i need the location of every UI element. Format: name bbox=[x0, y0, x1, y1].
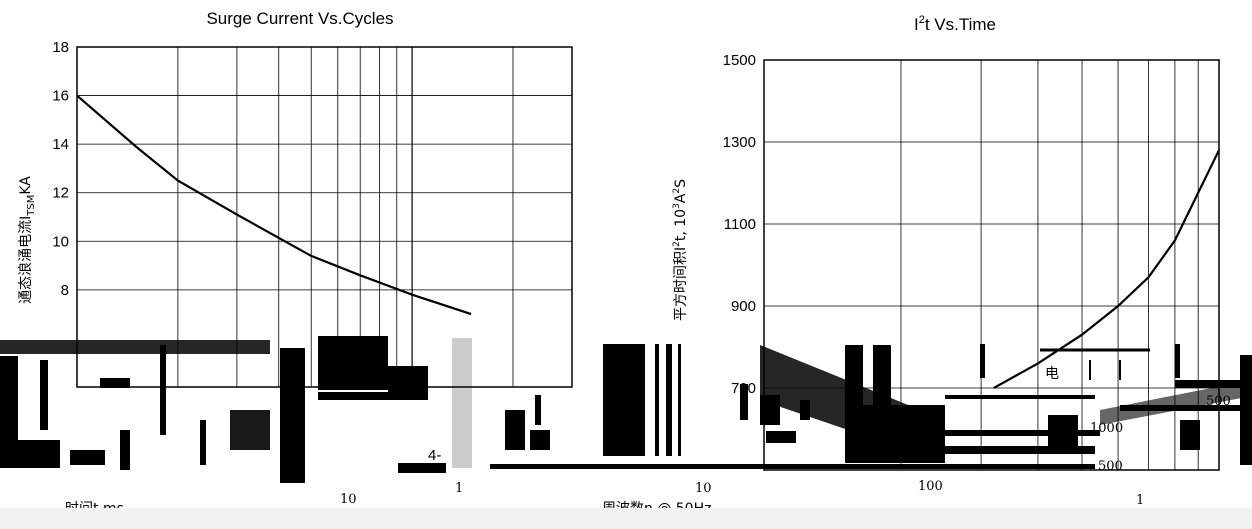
right-y-tick-1500: 1500 bbox=[723, 52, 756, 69]
x-tick-100-garbled: 100 bbox=[918, 479, 943, 494]
left-y-tick-16: 16 bbox=[52, 88, 69, 105]
left-y-tick-labels: 8 10 12 14 16 18 bbox=[52, 39, 69, 299]
right-unit-fragment: 电 bbox=[1045, 366, 1059, 382]
right-y-tick-1100: 1100 bbox=[724, 216, 756, 233]
right-y-tick-900: 900 bbox=[731, 298, 756, 315]
left-grid bbox=[77, 47, 572, 387]
right-series-line bbox=[993, 149, 1220, 389]
left-y-tick-10: 10 bbox=[52, 233, 69, 250]
right-y-axis-label: 平方时间积I2t, 103A2S bbox=[672, 179, 689, 321]
left-y-tick-14: 14 bbox=[52, 136, 69, 153]
left-series bbox=[76, 94, 472, 316]
x-tick-1000-garbled: 1000 bbox=[1090, 421, 1123, 436]
left-y-tick-4-garbled: 4- bbox=[428, 447, 441, 464]
right-y-tick-500-garbled-2: 500 bbox=[1206, 394, 1231, 409]
right-y-tick-500-garbled: 500 bbox=[1098, 459, 1123, 474]
right-series bbox=[993, 149, 1220, 389]
right-y-tick-labels: 700900110013001500 bbox=[723, 52, 756, 397]
right-y-tick-1300: 1300 bbox=[723, 134, 756, 151]
right-plot-frame bbox=[763, 59, 1220, 471]
bottom-band bbox=[0, 508, 1252, 529]
left-x-tick-label: 10 bbox=[340, 492, 357, 507]
left-y-tick-8: 8 bbox=[61, 282, 69, 299]
glitch-artifacts bbox=[0, 336, 1252, 483]
left-y-tick-18: 18 bbox=[52, 39, 69, 56]
left-series-line bbox=[76, 94, 472, 316]
left-y-axis-label: 通态浪涌电流ITSMKA bbox=[18, 176, 37, 304]
right-x-tick-label-2: 1 bbox=[1136, 493, 1144, 508]
left-chart-title: Surge Current Vs.Cycles bbox=[206, 9, 393, 28]
left-y-tick-12: 12 bbox=[52, 185, 69, 202]
right-x-tick-label: 10 bbox=[695, 481, 712, 496]
x-tick-1-garbled: 1 bbox=[455, 481, 463, 496]
right-chart-title: I2t Vs.Time bbox=[914, 14, 996, 34]
